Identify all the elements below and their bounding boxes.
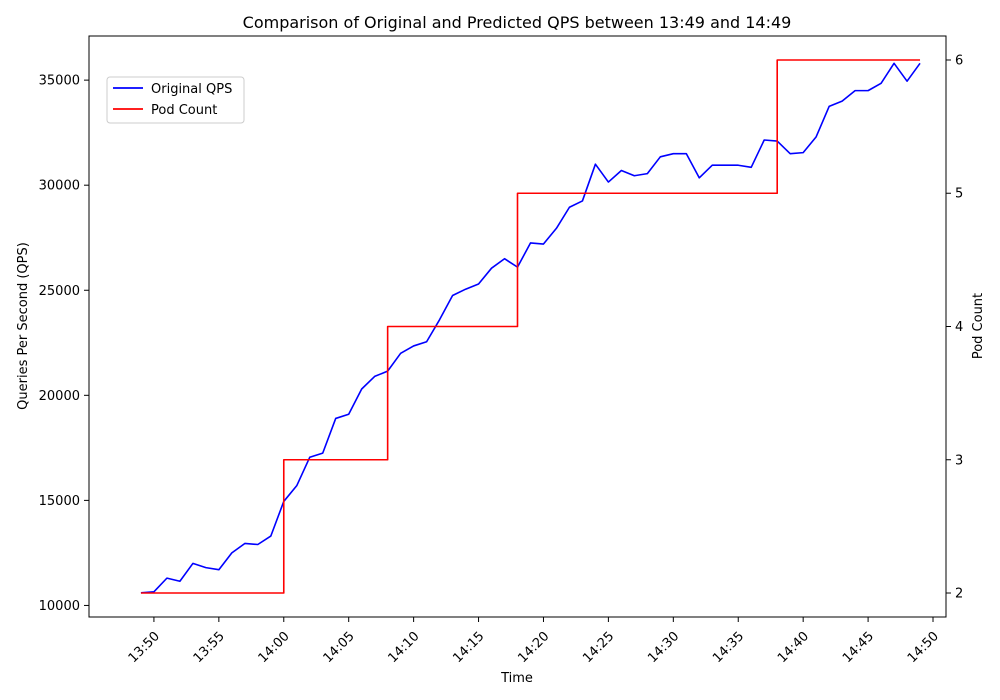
y-right-tick-label: 6: [955, 53, 963, 68]
y-axis-left: 10000 15000 20000 25000 30000 35000: [39, 74, 89, 614]
y-left-tick-label: 25000: [39, 284, 80, 299]
x-tick-label: 14:20: [515, 629, 552, 666]
x-tick-label: 14:35: [710, 629, 747, 666]
x-tick-label: 14:50: [905, 629, 942, 666]
y-axis-right: 2 3 4 5 6: [946, 53, 963, 602]
x-tick-label: 14:40: [775, 629, 812, 666]
y-axis-left-label: Queries Per Second (QPS): [16, 242, 31, 410]
y-left-tick-label: 10000: [39, 599, 80, 614]
x-tick-label: 13:50: [126, 629, 163, 666]
chart-title: Comparison of Original and Predicted QPS…: [243, 13, 792, 32]
x-tick-label: 14:30: [645, 629, 682, 666]
series-line-original-qps: [140, 62, 921, 594]
x-tick-label: 14:15: [450, 629, 487, 666]
y-right-tick-label: 2: [955, 587, 963, 602]
x-axis: 13:50 13:55 14:00 14:05 14:10 14:15 14:20 14:25…: [126, 617, 942, 666]
y-left-tick-label: 20000: [39, 389, 80, 404]
x-tick-label: 13:55: [191, 629, 228, 666]
legend-label-pod-count: Pod Count: [151, 103, 217, 118]
y-right-tick-label: 4: [955, 320, 963, 335]
series-layer: [140, 59, 921, 594]
y-right-tick-label: 3: [955, 453, 963, 468]
y-left-tick-label: 35000: [39, 74, 80, 89]
y-axis-right-label: Pod Count: [971, 293, 986, 359]
series-line-pod-count: [140, 59, 921, 594]
x-tick-label: 14:45: [840, 629, 877, 666]
x-tick-label: 14:10: [385, 629, 422, 666]
legend-label-original-qps: Original QPS: [151, 82, 232, 97]
y-left-tick-label: 30000: [39, 179, 80, 194]
x-tick-label: 14:25: [580, 629, 617, 666]
x-tick-label: 14:00: [256, 629, 293, 666]
y-right-tick-label: 5: [955, 187, 963, 202]
y-left-tick-label: 15000: [39, 494, 80, 509]
x-axis-label: Time: [500, 671, 533, 686]
legend: Original QPS Pod Count: [106, 76, 245, 124]
x-tick-label: 14:05: [321, 629, 358, 666]
